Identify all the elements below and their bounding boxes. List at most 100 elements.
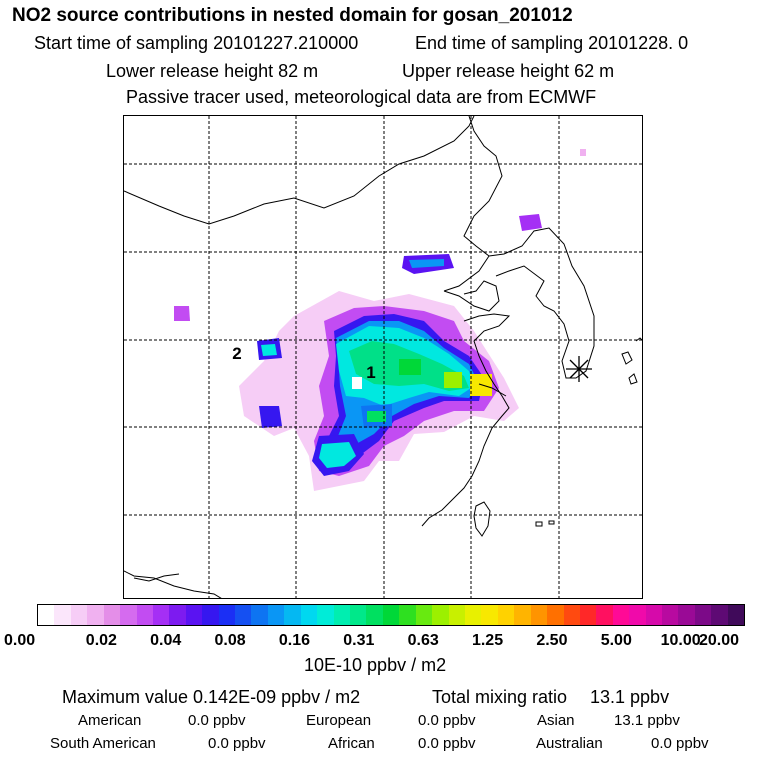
- color-swatch: [629, 605, 646, 625]
- max-value-label: Maximum value 0.142E-09 ppbv / m2: [62, 687, 361, 707]
- scale-tick-label: 20.00: [699, 632, 740, 649]
- start-time-label: Start time of sampling 20101227.210000: [34, 33, 359, 53]
- color-swatch: [678, 605, 695, 625]
- color-swatch: [399, 605, 416, 625]
- coastline-north: [124, 116, 475, 225]
- color-swatch: [382, 605, 400, 625]
- scale-tick-label: 0.63: [407, 632, 439, 649]
- concentration-field: [174, 149, 586, 491]
- coastline-yangtze: [478, 383, 507, 397]
- color-swatch: [481, 605, 498, 625]
- coastline-korea: [488, 227, 595, 379]
- color-swatch: [70, 605, 88, 625]
- plume-lobe-north-inner: [409, 259, 444, 268]
- plume-hole: [352, 377, 362, 389]
- region-value-australian: 0.0 ppbv: [651, 735, 709, 752]
- color-swatch: [235, 605, 252, 625]
- region-name-australian: Australian: [536, 735, 603, 752]
- color-swatch: [267, 605, 285, 625]
- region-name-south-american: South American: [50, 735, 156, 752]
- scale-tick-label: 0.02: [85, 632, 117, 649]
- source-marker-2: 2: [232, 344, 241, 363]
- plume-lobe-far-west: [174, 306, 190, 321]
- plume-green-spot-2: [444, 372, 462, 388]
- coastline-japan-3: [635, 337, 642, 342]
- color-swatch: [415, 605, 433, 625]
- color-swatch: [432, 605, 449, 625]
- color-swatch: [612, 605, 630, 625]
- coastline-bohai: [443, 280, 500, 312]
- plume-lobe-ne: [519, 214, 542, 231]
- color-scale-bar: [37, 604, 745, 626]
- color-swatch: [120, 605, 137, 625]
- plume-lobe-south-cyan: [319, 442, 356, 468]
- color-swatch: [284, 605, 301, 625]
- border-inner: [124, 570, 222, 598]
- scale-tick-label: 0.08: [214, 632, 246, 649]
- color-swatch: [514, 605, 531, 625]
- color-swatch: [579, 605, 597, 625]
- plume-green-spot-1: [399, 359, 421, 375]
- upper-height-label: Upper release height 62 m: [402, 61, 615, 81]
- color-swatch: [448, 605, 465, 625]
- region-value-european: 0.0 ppbv: [418, 712, 476, 729]
- map-canvas: 1 2: [124, 116, 642, 598]
- scale-tick-label: 0.00: [4, 632, 36, 649]
- coastline-japan-2: [628, 373, 638, 385]
- color-swatch: [711, 605, 728, 625]
- color-swatch: [333, 605, 351, 625]
- plot-title: NO2 source contributions in nested domai…: [12, 5, 573, 26]
- scale-tick-label: 1.25: [471, 632, 504, 649]
- asterisk-receptor-icon: [566, 356, 592, 382]
- region-value-african: 0.0 ppbv: [418, 735, 476, 752]
- plume-lobe-sw: [259, 406, 282, 428]
- color-swatch: [645, 605, 663, 625]
- lower-height-label: Lower release height 82 m: [106, 61, 319, 81]
- scale-tick-label: 0.04: [150, 632, 182, 649]
- color-swatch: [152, 605, 170, 625]
- color-swatch: [530, 605, 548, 625]
- color-swatch: [103, 605, 121, 625]
- color-swatch: [54, 605, 71, 625]
- border-inner-2: [133, 573, 180, 582]
- color-swatch: [218, 605, 236, 625]
- region-value-asian: 13.1 ppbv: [614, 712, 680, 729]
- coastline-japan: [621, 351, 633, 365]
- color-swatch: [366, 605, 383, 625]
- coastline-taiwan: [473, 501, 491, 537]
- scale-tick-label: 0.16: [278, 632, 311, 649]
- color-swatch: [464, 605, 482, 625]
- coastline-shandong: [421, 313, 511, 527]
- coastline-ne: [443, 116, 503, 292]
- color-scale-ticks: 0.00 0.02 0.04 0.08 0.16 0.31 0.63 1.25 2.50 5.00…: [0, 632, 768, 650]
- coastlines: [124, 116, 642, 598]
- color-swatch: [317, 605, 334, 625]
- color-swatch: [185, 605, 203, 625]
- color-swatch: [497, 605, 515, 625]
- island-small-2: [548, 520, 555, 525]
- color-swatch: [694, 605, 712, 625]
- region-name-african: African: [328, 735, 375, 752]
- color-swatch: [251, 605, 268, 625]
- region-name-european: European: [306, 712, 372, 729]
- color-swatch: [87, 605, 104, 625]
- color-swatch: [596, 605, 613, 625]
- plume-lobe-mid-green: [367, 411, 386, 422]
- plume-speck-east: [580, 149, 586, 156]
- region-name-american: American: [78, 712, 142, 729]
- color-swatch: [662, 605, 679, 625]
- island-small-1: [535, 521, 543, 527]
- color-swatch: [563, 605, 580, 625]
- color-swatch: [169, 605, 186, 625]
- region-name-asian: Asian: [537, 712, 575, 729]
- plume-lobe-west-inner: [261, 344, 277, 356]
- region-value-american: 0.0 ppbv: [188, 712, 246, 729]
- color-swatch: [38, 605, 55, 625]
- total-mixing-value: 13.1 ppbv: [590, 687, 670, 707]
- color-swatch: [300, 605, 318, 625]
- tracer-note: Passive tracer used, meteorological data…: [126, 87, 597, 107]
- scale-tick-label: 5.00: [600, 632, 632, 649]
- lat-lon-grid: [124, 116, 642, 598]
- end-time-label: End time of sampling 20101228. 0: [415, 33, 689, 53]
- color-swatch: [136, 605, 153, 625]
